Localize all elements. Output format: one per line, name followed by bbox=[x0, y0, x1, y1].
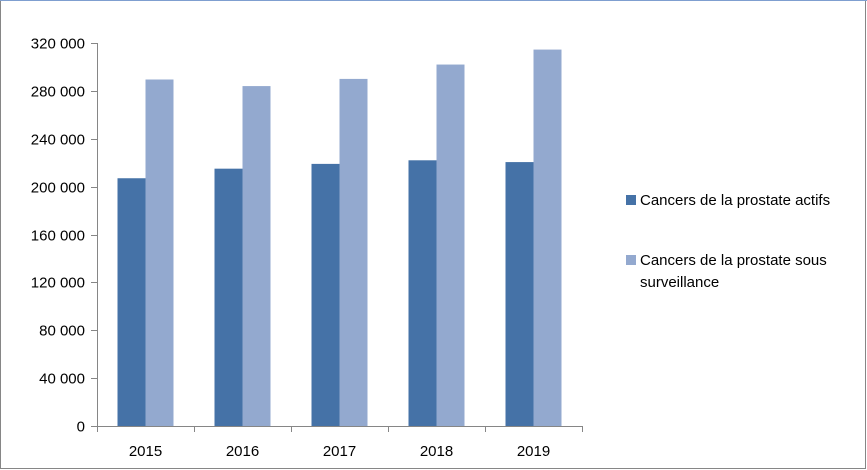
bar-surveillance-2018 bbox=[436, 64, 465, 426]
y-tick-label: 40 000 bbox=[39, 371, 85, 388]
bar-actifs-2016 bbox=[214, 168, 243, 426]
y-axis: 0 40 000 80 000 120 000 160 000 200 000 240 00… bbox=[31, 36, 98, 436]
bar-actifs-2019 bbox=[505, 162, 534, 427]
legend: Cancers de la prostate actifs Cancers de … bbox=[626, 192, 830, 291]
bar-surveillance-2019 bbox=[533, 49, 562, 426]
x-tick-label: 2016 bbox=[226, 443, 259, 460]
y-tick-label: 240 000 bbox=[31, 132, 85, 149]
y-tick-label: 320 000 bbox=[31, 36, 85, 53]
bar-actifs-2015 bbox=[117, 178, 146, 426]
y-tick-label: 200 000 bbox=[31, 180, 85, 197]
bar-surveillance-2017 bbox=[339, 78, 368, 426]
y-tick-label: 80 000 bbox=[39, 323, 85, 340]
legend-label: Cancers de la prostate actifs bbox=[640, 192, 830, 209]
bars bbox=[117, 49, 562, 427]
legend-swatch-surveillance bbox=[626, 255, 636, 265]
x-tick-label: 2018 bbox=[420, 443, 453, 460]
legend-label: Cancers de la prostate sous bbox=[640, 252, 827, 269]
x-tick-label: 2019 bbox=[517, 443, 550, 460]
x-tick-label: 2015 bbox=[129, 443, 162, 460]
legend-swatch-actifs bbox=[626, 195, 636, 205]
y-tick-label: 160 000 bbox=[31, 228, 85, 245]
y-tick-label: 0 bbox=[77, 419, 85, 436]
bar-actifs-2017 bbox=[311, 163, 340, 426]
legend-label: surveillance bbox=[640, 274, 719, 291]
bar-actifs-2018 bbox=[408, 160, 437, 426]
bar-surveillance-2015 bbox=[145, 79, 174, 426]
y-tick-label: 120 000 bbox=[31, 275, 85, 292]
bar-surveillance-2016 bbox=[242, 86, 271, 427]
y-tick-label: 280 000 bbox=[31, 84, 85, 101]
x-tick-label: 2017 bbox=[323, 443, 356, 460]
x-axis: 2015 2016 2017 2018 2019 bbox=[97, 426, 583, 460]
